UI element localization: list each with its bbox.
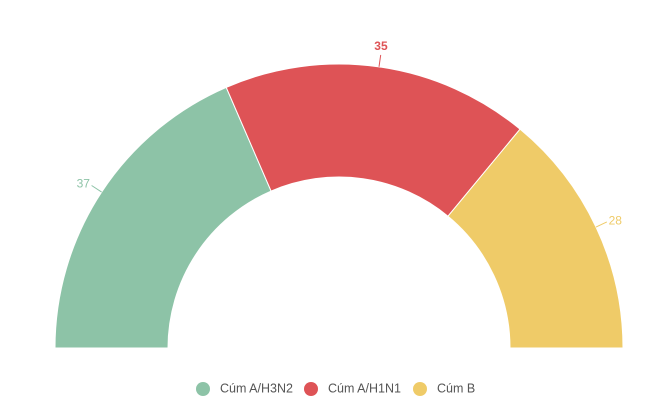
legend-marker (304, 382, 318, 396)
data-label: 37 (77, 177, 91, 191)
legend-label: Cúm B (437, 381, 475, 395)
label-leader (595, 221, 608, 228)
legend-marker (413, 382, 427, 396)
legend-label: Cúm A/H3N2 (220, 381, 293, 395)
label-leader (91, 185, 102, 193)
label-leader (378, 54, 382, 67)
wedge (225, 63, 521, 217)
legend-label: Cúm A/H1N1 (328, 381, 401, 395)
data-label: 35 (374, 39, 388, 53)
wedge (54, 86, 272, 349)
wedge (447, 128, 624, 349)
legend-marker (196, 382, 210, 396)
data-label: 28 (609, 213, 623, 227)
